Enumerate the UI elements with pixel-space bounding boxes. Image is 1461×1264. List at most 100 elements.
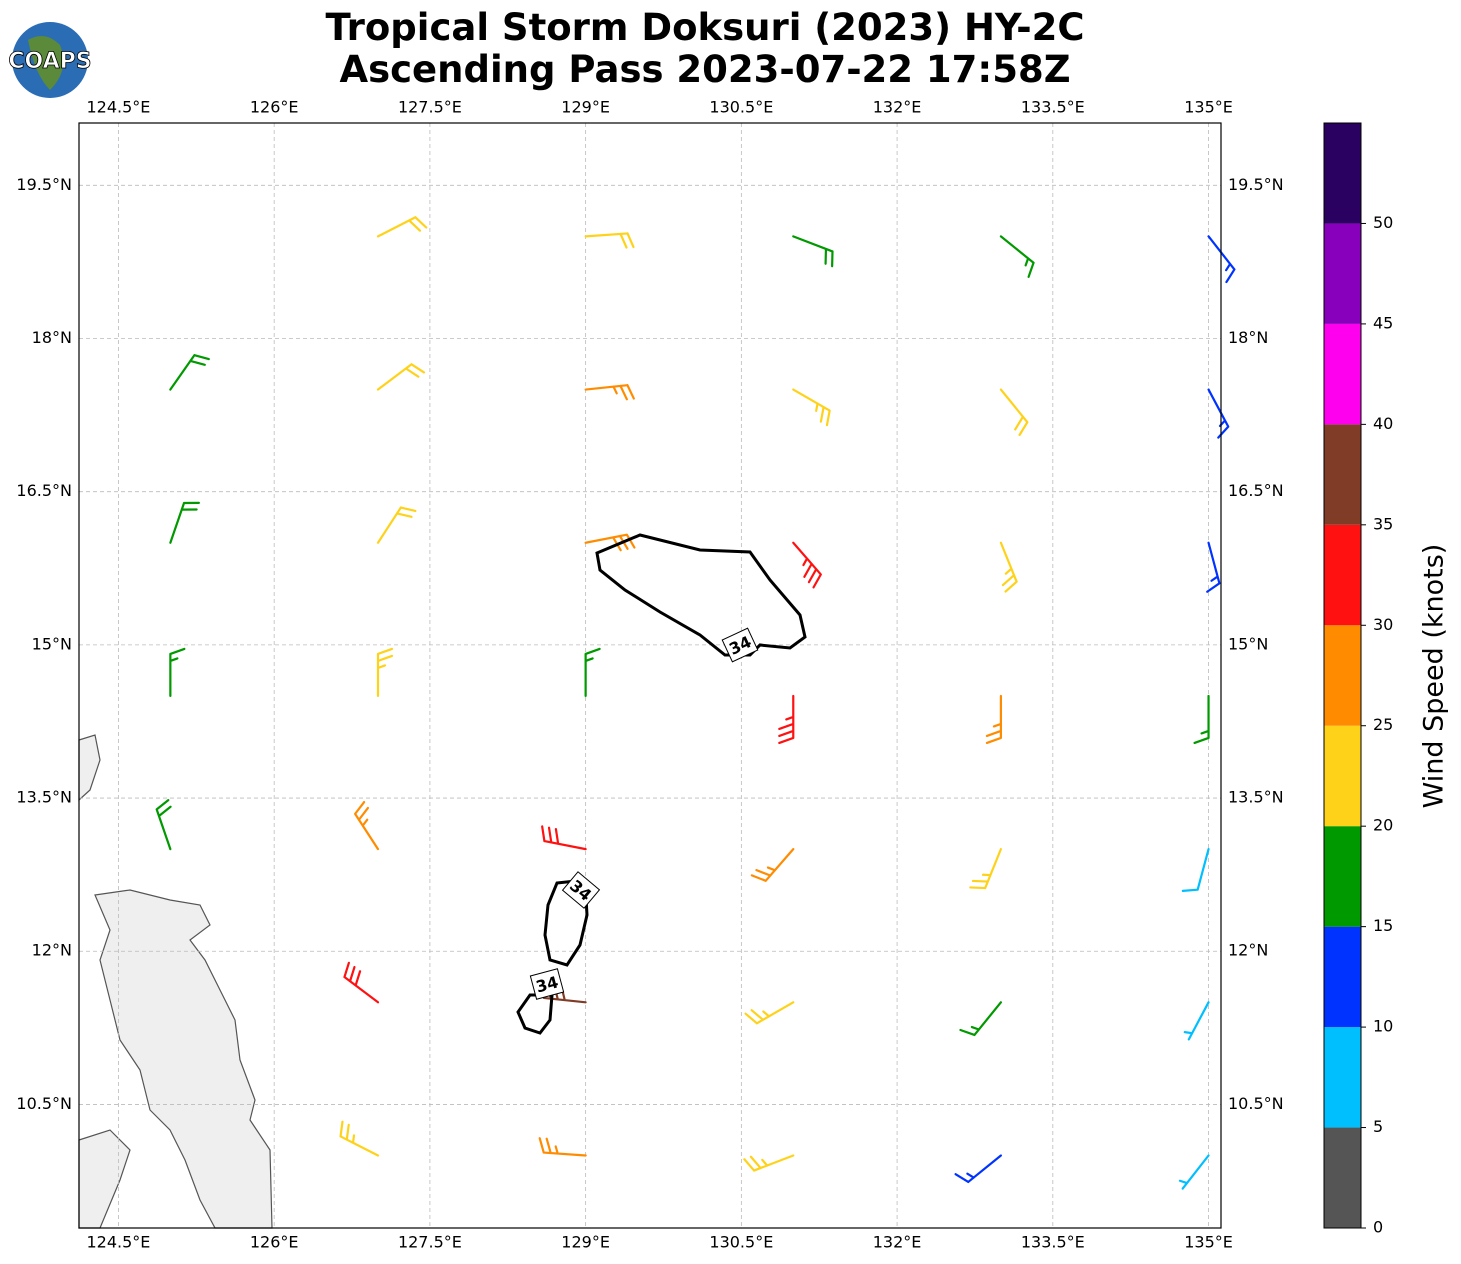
wind-barb <box>1183 1001 1210 1041</box>
colorbar-tick-label: 35 <box>1373 514 1393 533</box>
wind-barb <box>343 961 380 1004</box>
y-tick-label: 19.5°N <box>1228 175 1284 194</box>
colorbar-frame <box>1323 122 1362 1229</box>
map-frame <box>78 122 1222 1229</box>
y-tick-label: 10.5°N <box>16 1094 72 1113</box>
wind-barb <box>750 848 795 882</box>
wind-barb <box>1206 541 1221 593</box>
y-tick-label: 12°N <box>32 941 72 960</box>
y-tick-label: 13.5°N <box>1228 788 1284 807</box>
x-tick-label: 126°E <box>250 98 299 117</box>
y-tick-label: 15°N <box>32 634 72 653</box>
wind-barb <box>169 647 186 698</box>
wind-barb <box>584 232 635 249</box>
colorbar-bin <box>1324 625 1361 726</box>
x-tick-label: 133.5°E <box>1021 1233 1085 1252</box>
x-tick-label: 135°E <box>1184 1233 1233 1252</box>
wind-barb <box>538 1137 587 1157</box>
x-tick-label: 126°E <box>250 1233 299 1252</box>
wind-barb <box>792 235 834 268</box>
x-tick-label: 133.5°E <box>1021 98 1085 117</box>
contour-label-box <box>561 871 601 909</box>
x-tick-label: 130.5°E <box>709 98 773 117</box>
colorbar-tick-label: 45 <box>1373 313 1393 332</box>
colorbar-tick-label: 20 <box>1373 816 1393 835</box>
x-tick-label: 135°E <box>1184 98 1233 117</box>
wind-barb <box>584 533 636 552</box>
wind-barb <box>584 384 635 401</box>
wind-barb <box>959 1001 1003 1037</box>
wind-barb <box>1181 848 1210 892</box>
wind-barb <box>792 541 822 589</box>
wind-barb <box>339 1120 380 1157</box>
wind-barb <box>584 647 601 698</box>
y-tick-label: 13.5°N <box>16 788 72 807</box>
wind-barb <box>1178 1154 1210 1190</box>
colorbar-tick-label: 40 <box>1373 414 1393 433</box>
colorbar-tick-label: 10 <box>1373 1017 1393 1036</box>
colorbar-tick-label: 30 <box>1373 615 1393 634</box>
x-tick-label: 127.5°E <box>398 98 462 117</box>
y-tick-label: 18°N <box>32 328 72 347</box>
map <box>78 123 1236 1229</box>
colorbar-bin <box>1324 1027 1361 1128</box>
contour-34 <box>595 533 807 657</box>
y-tick-label: 16.5°N <box>1228 481 1284 500</box>
map-background <box>79 123 1221 1228</box>
colorbar-bin <box>1324 725 1361 827</box>
wind-barb <box>541 825 587 851</box>
colorbar-tick-label: 25 <box>1373 715 1393 734</box>
colorbar-tick-label: 0 <box>1373 1218 1383 1237</box>
colorbar-bin <box>1324 826 1361 927</box>
wind-barb <box>376 363 426 391</box>
wind-barb <box>999 388 1029 436</box>
wind-barb <box>354 800 380 851</box>
wind-barb <box>1193 694 1210 745</box>
contour-label-box <box>529 968 565 1000</box>
colorbar-tick-label: 50 <box>1373 213 1393 232</box>
wind-barb <box>985 694 1003 745</box>
wind-barb <box>169 501 200 544</box>
colorbar-bin <box>1324 424 1361 525</box>
wind-barb <box>744 1001 795 1025</box>
x-tick-label: 124.5°E <box>86 98 150 117</box>
y-tick-label: 10.5°N <box>1228 1094 1284 1113</box>
wind-barb <box>376 216 428 238</box>
contours: 34 34 34 <box>516 533 807 1035</box>
colorbar-bin <box>1324 926 1361 1028</box>
y-tick-label: 19.5°N <box>16 175 72 194</box>
wind-barb <box>969 848 1003 890</box>
wind-barb <box>155 799 172 851</box>
x-tick-label: 129°E <box>561 1233 610 1252</box>
colorbar-tick-label: 15 <box>1373 916 1393 935</box>
y-tick-label: 12°N <box>1228 941 1268 960</box>
y-tick-label: 18°N <box>1228 328 1268 347</box>
colorbar-bin <box>1324 123 1361 224</box>
logo-text: COAPS <box>8 49 91 74</box>
colorbar-bin <box>1324 223 1361 324</box>
wind-barb <box>792 388 831 427</box>
colorbar-bin <box>1324 1127 1361 1228</box>
logo: COAPS <box>8 22 92 98</box>
x-tick-label: 127.5°E <box>398 1233 462 1252</box>
x-tick-label: 124.5°E <box>86 1233 150 1252</box>
x-tick-label: 129°E <box>561 98 610 117</box>
y-tick-label: 15°N <box>1228 634 1268 653</box>
wind-barb <box>999 541 1018 593</box>
wind-barb <box>376 647 394 698</box>
contour-label-box <box>721 627 759 663</box>
x-tick-label: 132°E <box>873 98 922 117</box>
x-tick-label: 130.5°E <box>709 1233 773 1252</box>
title-line: Ascending Pass 2023-07-22 17:58Z <box>339 48 1070 91</box>
x-tick-label: 132°E <box>873 1233 922 1252</box>
wind-barb <box>954 1154 1003 1184</box>
wind-barb <box>743 1154 795 1172</box>
wind-barb <box>778 694 795 745</box>
y-tick-label: 16.5°N <box>16 481 72 500</box>
title-line: Tropical Storm Doksuri (2023) HY-2C <box>325 6 1084 49</box>
wind-barb <box>376 506 417 544</box>
wind-barb <box>169 354 210 391</box>
colorbar-bin <box>1324 323 1361 425</box>
colorbar-label: Wind Speed (knots) <box>1419 544 1450 809</box>
